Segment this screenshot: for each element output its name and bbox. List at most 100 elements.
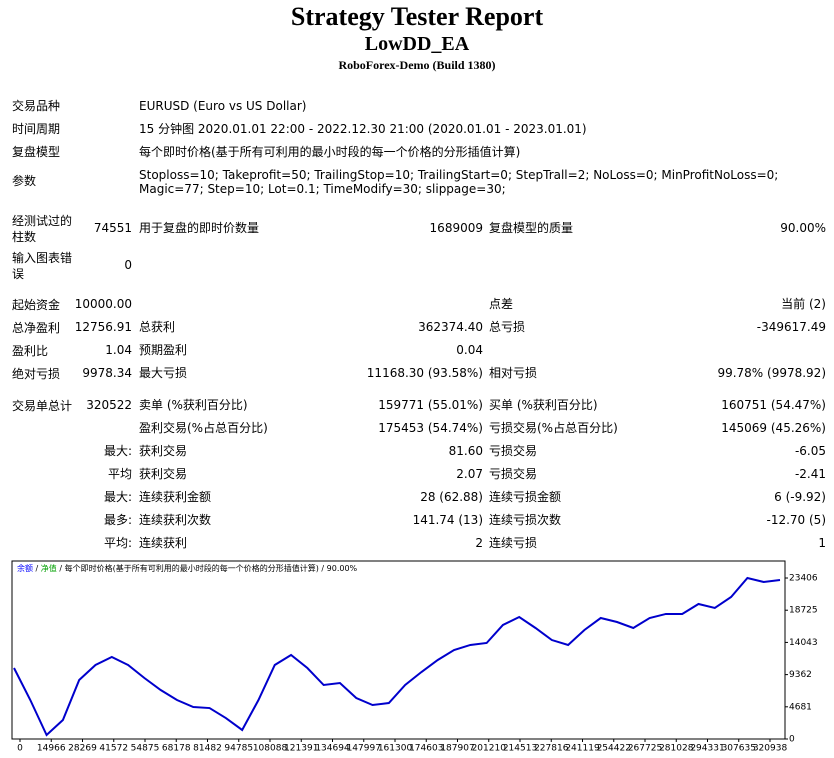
info-value: Stoploss=10; Takeprofit=50; TrailingStop… [139,168,779,196]
stat-value: 0.04 [456,343,483,357]
stat-value: 10000.00 [74,297,132,311]
stat-value: 28 (62.88) [420,490,483,504]
info-value: 每个即时价格(基于所有可利用的最小时段的每一个价格的分形插值计算) [139,145,521,159]
stat-value: 175453 (54.74%) [378,421,483,435]
stat-value: 2.07 [456,467,483,481]
x-tick-label: 134694 [315,744,350,754]
stat-value: 1689009 [429,221,483,235]
stat-value: 1.04 [105,343,132,357]
stat-value: 最多: [103,513,132,527]
x-tick-label: 121391 [284,744,318,754]
stat-label: 亏损交易 [489,467,538,481]
stat-value: 74551 [93,221,132,235]
x-tick-label: 307635 [722,744,756,754]
info-label: 参数 [12,174,37,188]
x-tick-label: 174603 [409,744,443,754]
x-tick-label: 201210 [472,744,507,754]
stat-value: 362374.40 [418,320,483,334]
stat-value: -2.41 [794,467,826,481]
stat-label: 复盘模型的质量 [489,221,574,235]
x-tick-label: 108088 [253,744,288,754]
x-tick-label: 227816 [534,744,569,754]
stat-value: 9978.34 [82,366,132,380]
stat-label: 盈利比 [12,344,49,358]
legend-item: / [321,564,324,573]
x-tick-label: 281028 [659,744,694,754]
stat-value: 6 (-9.92) [774,490,826,504]
stat-value: 最大: [103,490,132,504]
stat-value: 最大: [103,444,132,458]
stat-label: 输入图表错误 [12,251,73,281]
chart: 0 4681 9362 14043 18725 23406 0 14966 28269 41572… [11,560,818,754]
x-tick-label: 241119 [565,744,600,754]
legend-item: 净值 [41,563,57,573]
info-value: 15 分钟图 2020.01.01 22:00 - 2022.12.30 21:… [139,122,587,136]
x-tick-label: 320938 [753,744,788,754]
x-tick-label: 161300 [378,744,413,754]
stat-label: 连续亏损次数 [489,513,562,527]
y-tick-label: 9362 [789,670,812,680]
stat-label: 相对亏损 [489,366,538,380]
stat-label: 亏损交易 [489,444,538,458]
info-label: 交易品种 [12,99,61,113]
x-tick-label: 41572 [99,744,128,754]
stat-label: 交易单总计 [12,399,73,413]
stat-label: 连续获利次数 [139,513,212,527]
x-tick-label: 214513 [503,744,537,754]
stat-value: 145069 (45.26%) [721,421,826,435]
x-tick-label: 81482 [193,744,222,754]
ea-name: LowDD_EA [364,33,470,55]
stat-value: -6.05 [794,444,826,458]
x-tick-label: 68178 [162,744,191,754]
stat-label: 买单 (%获利百分比) [489,398,598,412]
stat-value: 0 [124,258,132,272]
stat-value: 81.60 [448,444,483,458]
stat-value: -12.70 (5) [766,513,827,527]
info-value: EURUSD (Euro vs US Dollar) [139,99,307,113]
y-tick-label: 4681 [789,702,812,712]
y-tick-label: 14043 [789,638,818,648]
stat-label: 起始资金 [12,298,61,312]
stat-label: 连续获利金额 [139,490,212,504]
stat-label: 盈利交易(%占总百分比) [139,421,268,435]
stat-value: 159771 (55.01%) [378,398,483,412]
stat-value: -349617.49 [756,320,826,334]
y-tick-label: 23406 [789,574,818,584]
stat-label: 获利交易 [139,467,188,481]
stat-value: 12756.91 [74,320,132,334]
stat-value: 平均 [107,467,132,481]
report-title: Strategy Tester Report [290,2,544,31]
legend-item: 90.00% [327,564,358,573]
legend-item: 每个即时价格(基于所有可利用的最小时段的每一个价格的分形插值计算) [65,563,319,573]
x-tick-label: 54875 [131,744,160,754]
stat-label: 卖单 (%获利百分比) [139,398,248,412]
y-tick-label: 18725 [789,606,818,616]
balance-line [13,576,781,737]
x-tick-label: 267725 [628,744,662,754]
plot-frame [11,560,786,740]
info-label: 复盘模型 [12,145,61,159]
stat-label: 总亏损 [489,320,526,334]
x-tick-label: 94785 [224,744,253,754]
x-tick-label: 147997 [347,744,381,754]
stat-value: 99.78% (9978.92) [717,366,826,380]
stat-value: 90.00% [780,221,826,235]
legend-item: / [59,564,62,573]
stat-label: 点差 [489,297,514,311]
stat-label: 获利交易 [139,444,188,458]
x-tick-label: 0 [17,744,23,754]
stat-label: 经测试过的柱数 [12,214,73,244]
x-tick-label: 187907 [440,744,474,754]
stat-label: 亏损交易(%占总百分比) [489,421,618,435]
stat-label: 最大亏损 [139,366,188,380]
stat-value: 141.74 (13) [412,513,483,527]
stat-label: 绝对亏损 [12,367,61,381]
chart-legend: 余额 / 净值 / 每个即时价格(基于所有可利用的最小时段的每一个价格的分形插值… [17,563,358,573]
info-label: 时间周期 [12,122,61,136]
y-tick-label: 0 [789,735,795,745]
stat-label: 总净盈利 [12,321,61,335]
stat-label: 连续亏损金额 [489,490,562,504]
stat-label: 连续获利 [139,536,188,550]
stat-value: 1 [818,536,826,550]
